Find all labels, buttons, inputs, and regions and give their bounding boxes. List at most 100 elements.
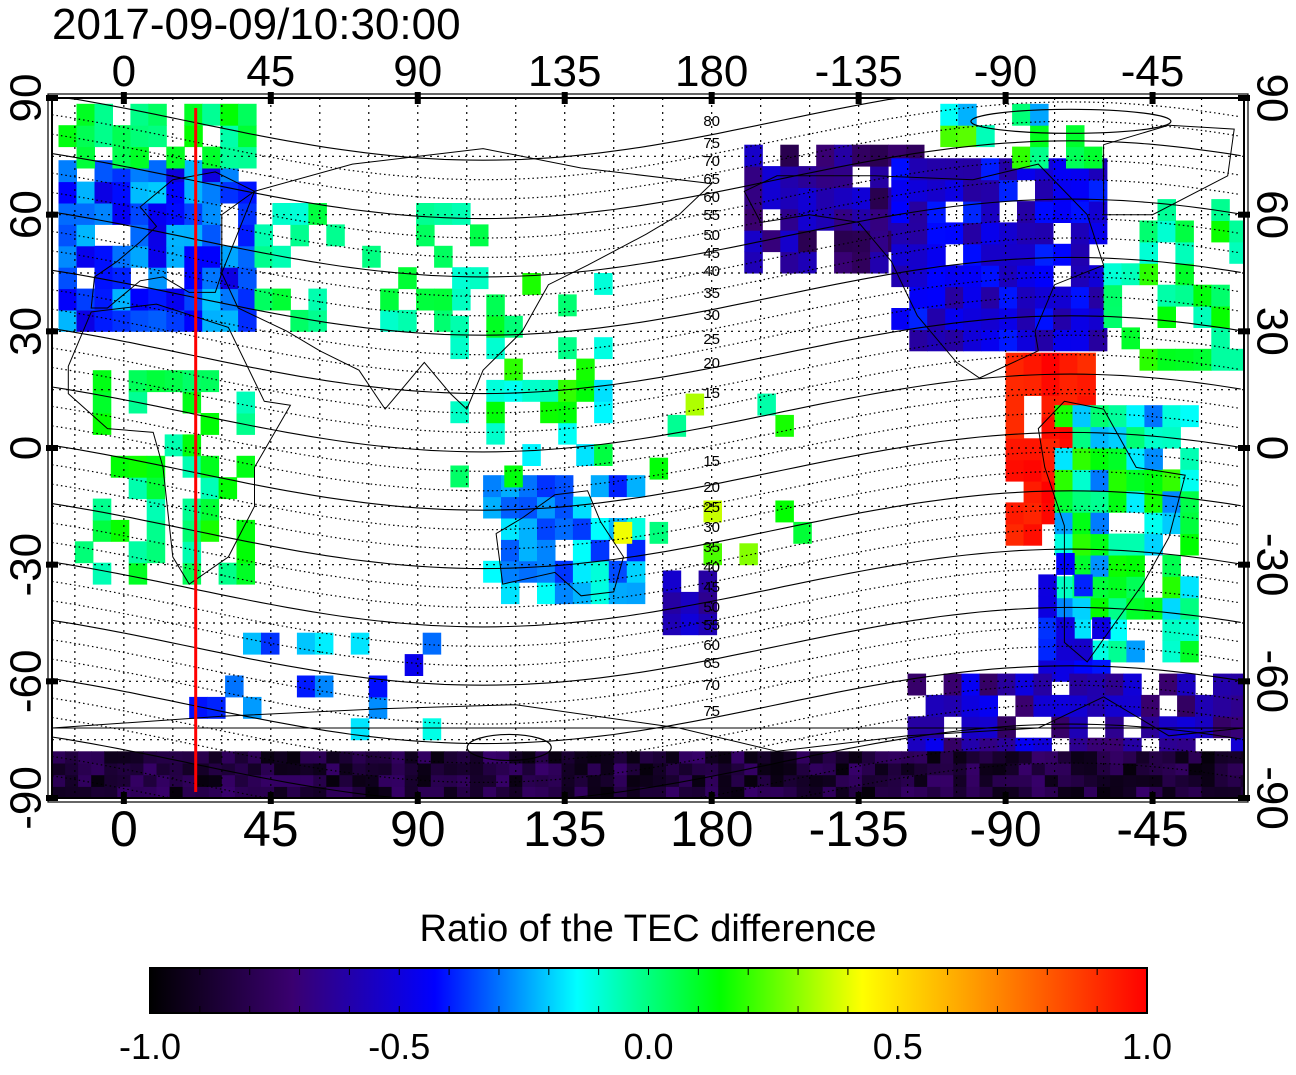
tec-cell: [575, 763, 589, 775]
tec-cell: [601, 763, 615, 775]
tec-cell: [129, 563, 148, 585]
tec-cell: [274, 786, 288, 798]
tec-cell: [1189, 775, 1203, 787]
tec-cell: [1140, 263, 1159, 285]
tec-cell: [1162, 405, 1181, 427]
tec-cell: [940, 775, 954, 787]
tec-cell: [1019, 775, 1033, 787]
tec-cell: [1189, 786, 1203, 798]
tec-cell: [248, 763, 262, 775]
tec-cell: [744, 209, 763, 231]
tec-cell: [1175, 263, 1194, 285]
tec-cell: [888, 775, 902, 787]
tec-cell: [1136, 786, 1150, 798]
tec-cell: [653, 751, 667, 763]
tec-cell: [104, 751, 118, 763]
tec-cell: [980, 786, 994, 798]
tec-cell: [308, 289, 327, 311]
tec-cell: [1193, 349, 1212, 371]
tec-cell: [1126, 598, 1145, 620]
tec-cell: [1053, 329, 1072, 351]
tec-cell: [1141, 695, 1160, 717]
lon-label-bottom: -90: [969, 801, 1041, 857]
tec-cell: [457, 763, 471, 775]
tec-cell: [627, 751, 641, 763]
tec-cell: [1038, 639, 1057, 661]
tec-cell: [1006, 751, 1020, 763]
tec-cell: [1202, 775, 1216, 787]
tec-cell: [663, 613, 682, 635]
tec-cell: [548, 751, 562, 763]
tec-cell: [1069, 716, 1088, 738]
tec-cell: [966, 763, 980, 775]
tec-cell: [78, 751, 92, 763]
lon-label-top: -45: [1121, 47, 1185, 96]
tec-cell: [1053, 201, 1072, 223]
tec-cell: [1140, 221, 1159, 243]
tec-cell: [1228, 763, 1242, 775]
tec-cell: [1175, 775, 1189, 787]
tec-cell: [834, 166, 853, 188]
tec-cell: [434, 310, 453, 332]
tec-cell: [731, 775, 745, 787]
tec-cell: [483, 763, 497, 775]
tec-cell: [1180, 405, 1199, 427]
tec-cell: [1180, 619, 1199, 641]
tec-cell: [1087, 674, 1106, 696]
tec-cell: [927, 201, 946, 223]
tec-cell: [834, 252, 853, 274]
tec-cell: [810, 786, 824, 798]
tec-cell: [183, 563, 202, 585]
lon-label-top: 180: [675, 47, 748, 96]
tec-cell: [784, 763, 798, 775]
tec-cell: [65, 763, 79, 775]
tec-cell: [1006, 417, 1025, 439]
tec-cell: [1071, 244, 1090, 266]
tec-cell: [392, 775, 406, 787]
tec-cell: [1035, 222, 1054, 244]
tec-cell: [1149, 751, 1163, 763]
tec-cell: [65, 751, 79, 763]
tec-cell: [940, 104, 959, 126]
tec-cell: [1045, 751, 1059, 763]
tec-cell: [1162, 751, 1176, 763]
tec-cell: [588, 775, 602, 787]
tec-cell: [183, 786, 197, 798]
tec-cell: [862, 751, 876, 763]
tec-cell: [148, 160, 167, 182]
tec-cell: [852, 187, 871, 209]
tec-cell: [981, 201, 1000, 223]
tec-cell: [77, 125, 96, 147]
tec-cell: [504, 380, 523, 402]
tec-cell: [797, 763, 811, 775]
contour-label: 65: [703, 655, 720, 672]
tec-cell: [352, 751, 366, 763]
tec-cell: [816, 187, 835, 209]
tec-cell: [522, 786, 536, 798]
lon-label-top: -90: [974, 47, 1038, 96]
tec-cell: [627, 775, 641, 787]
tec-cell: [207, 697, 226, 719]
tec-cell: [1180, 641, 1199, 663]
tec-cell: [470, 224, 489, 246]
tec-cell: [1045, 775, 1059, 787]
colorbar-title: Ratio of the TEC difference: [0, 908, 1296, 951]
tec-cell: [1122, 263, 1141, 285]
tec-cell: [1042, 353, 1061, 375]
tec-cell: [1073, 469, 1092, 491]
tec-cell: [953, 763, 967, 775]
contour-label: 30: [703, 519, 720, 536]
tec-cell: [77, 104, 96, 126]
tec-cell: [1006, 763, 1020, 775]
tec-cell: [909, 180, 928, 202]
tec-cell: [888, 751, 902, 763]
contour-label: 25: [703, 331, 720, 348]
tec-cell: [537, 518, 556, 540]
tec-cell: [483, 775, 497, 787]
tec-cell: [1073, 491, 1092, 513]
tec-cell: [362, 246, 381, 268]
tec-cell: [444, 751, 458, 763]
tec-cell: [170, 786, 184, 798]
tec-cell: [780, 252, 799, 274]
